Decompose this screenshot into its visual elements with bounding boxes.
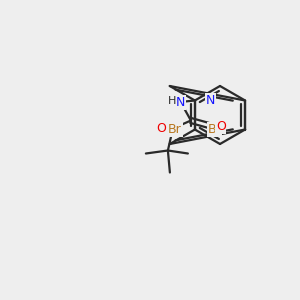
Text: O: O: [156, 122, 166, 135]
Text: Br: Br: [168, 123, 182, 136]
Text: O: O: [216, 120, 226, 133]
Text: N: N: [206, 94, 215, 107]
Text: N: N: [176, 96, 186, 109]
Text: H: H: [168, 95, 176, 106]
Text: Br: Br: [208, 123, 222, 136]
